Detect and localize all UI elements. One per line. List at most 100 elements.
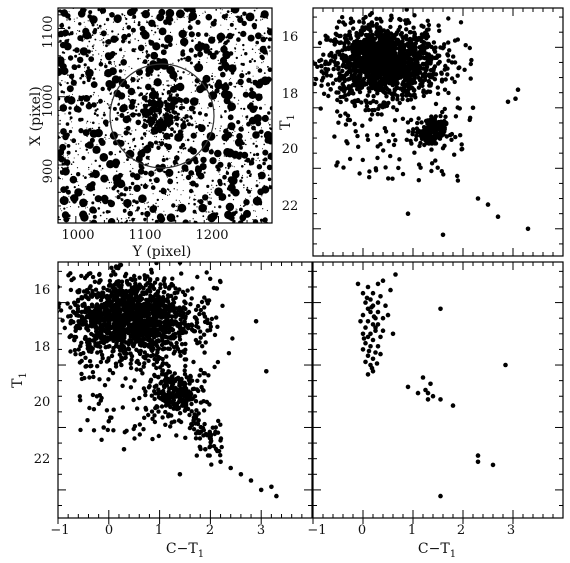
- data-point: [400, 93, 405, 98]
- data-point: [367, 175, 372, 180]
- data-point: [349, 57, 354, 62]
- star: [197, 199, 200, 202]
- star: [240, 30, 247, 37]
- star: [254, 52, 256, 54]
- data-point: [335, 160, 340, 165]
- star: [85, 54, 89, 58]
- star: [161, 92, 164, 96]
- star: [173, 83, 175, 86]
- star: [117, 111, 119, 114]
- star: [266, 66, 269, 68]
- star: [232, 213, 235, 216]
- star: [143, 118, 147, 122]
- data-point: [334, 25, 340, 30]
- star: [268, 185, 272, 190]
- star: [269, 118, 271, 120]
- star: [131, 205, 134, 207]
- data-point: [386, 139, 391, 144]
- star: [256, 215, 258, 217]
- star: [239, 73, 245, 79]
- star: [239, 214, 247, 222]
- star: [223, 128, 229, 134]
- star: [165, 157, 169, 161]
- star: [130, 27, 136, 33]
- star-field-xlabel: Y (pixel): [132, 244, 192, 260]
- star: [189, 61, 193, 65]
- star: [267, 177, 272, 182]
- data-point: [413, 45, 418, 50]
- star: [101, 167, 104, 170]
- data-point: [388, 24, 393, 30]
- star: [122, 27, 124, 29]
- star: [87, 14, 92, 19]
- star: [264, 104, 266, 106]
- star: [220, 24, 222, 26]
- star: [153, 177, 160, 184]
- data-point: [525, 226, 531, 232]
- data-point: [419, 44, 424, 49]
- star: [77, 35, 84, 42]
- data-point: [410, 132, 415, 137]
- star: [67, 155, 69, 157]
- data-point: [453, 134, 458, 140]
- star: [96, 108, 99, 111]
- data-point: [202, 350, 207, 355]
- star: [259, 160, 261, 162]
- star: [144, 42, 146, 44]
- star: [178, 200, 180, 202]
- star: [227, 14, 229, 16]
- star: [211, 191, 213, 193]
- star: [59, 170, 65, 176]
- star: [92, 188, 96, 191]
- data-point: [419, 120, 424, 125]
- star: [211, 75, 213, 78]
- star: [180, 37, 189, 47]
- star: [108, 90, 111, 92]
- star: [247, 103, 253, 110]
- data-point: [434, 132, 439, 137]
- star: [167, 116, 172, 121]
- star: [198, 154, 200, 156]
- star: [175, 43, 177, 45]
- star: [195, 132, 198, 134]
- star: [176, 189, 178, 191]
- star: [65, 185, 69, 190]
- star: [95, 196, 99, 200]
- star: [258, 106, 263, 110]
- star: [112, 21, 115, 23]
- star: [146, 130, 148, 132]
- star: [146, 20, 148, 22]
- star: [146, 53, 148, 55]
- data-point: [176, 307, 182, 312]
- data-point: [119, 362, 124, 368]
- star: [143, 145, 152, 154]
- star: [134, 38, 136, 40]
- star: [157, 215, 166, 223]
- star: [97, 8, 101, 12]
- data-point: [436, 23, 441, 28]
- data-point: [371, 98, 376, 104]
- data-point: [455, 96, 461, 101]
- star: [220, 115, 223, 119]
- star: [73, 161, 75, 163]
- star: [67, 96, 76, 105]
- star: [233, 85, 235, 87]
- star: [166, 80, 168, 82]
- star: [241, 176, 244, 179]
- data-point: [420, 129, 426, 134]
- data-point: [402, 60, 408, 65]
- star: [141, 143, 144, 146]
- star: [60, 22, 64, 26]
- star: [176, 209, 179, 212]
- data-point: [142, 350, 147, 355]
- star: [64, 35, 66, 37]
- star: [152, 193, 154, 195]
- data-point: [361, 16, 366, 22]
- data-point: [442, 106, 447, 112]
- star: [165, 168, 174, 177]
- data-point: [90, 338, 96, 343]
- data-point: [117, 352, 123, 357]
- data-point: [455, 173, 460, 179]
- data-point: [423, 32, 429, 37]
- data-point: [202, 295, 207, 300]
